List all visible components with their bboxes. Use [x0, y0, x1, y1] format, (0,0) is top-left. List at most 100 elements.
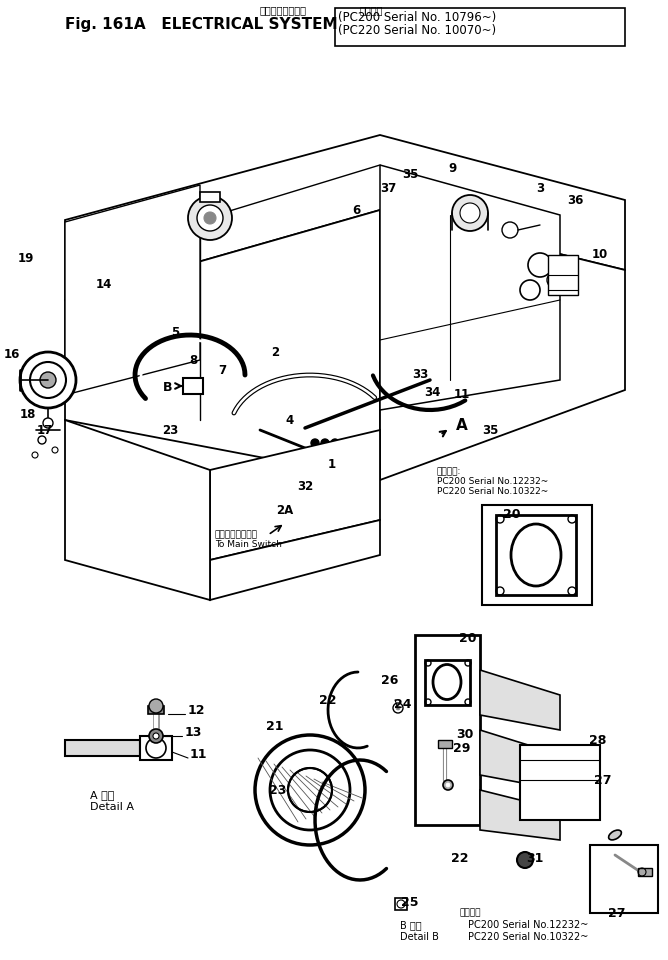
Text: Detail B: Detail B [400, 932, 439, 942]
Polygon shape [380, 165, 560, 410]
Text: 26: 26 [381, 674, 399, 686]
Circle shape [197, 205, 223, 231]
Text: 23: 23 [162, 423, 178, 437]
Ellipse shape [433, 664, 461, 700]
Text: 2A: 2A [277, 503, 294, 516]
Circle shape [149, 699, 163, 713]
Text: 通用番号: 通用番号 [360, 5, 383, 15]
Text: PC200 Serial No.12232~: PC200 Serial No.12232~ [468, 920, 589, 930]
Circle shape [452, 195, 488, 231]
Text: 37: 37 [380, 181, 396, 195]
Circle shape [547, 272, 563, 288]
Text: (PC200 Serial No. 10796~): (PC200 Serial No. 10796~) [338, 11, 496, 24]
Text: 通用番号:: 通用番号: [437, 467, 462, 476]
Text: 27: 27 [595, 774, 612, 786]
Text: 9: 9 [449, 161, 457, 175]
Text: 1: 1 [328, 459, 336, 471]
Circle shape [396, 706, 400, 710]
Text: 33: 33 [412, 369, 428, 381]
Text: 30: 30 [456, 729, 474, 741]
Ellipse shape [511, 524, 561, 586]
Bar [415, 635, 480, 825]
Bar [496, 515, 576, 595]
Text: 20: 20 [460, 632, 477, 644]
Text: 28: 28 [589, 733, 607, 747]
Text: 電気配線システム: 電気配線システム [260, 5, 307, 15]
Text: PC200 Serial No.12232~: PC200 Serial No.12232~ [437, 477, 548, 486]
Ellipse shape [609, 830, 621, 840]
Text: To Main Switch: To Main Switch [215, 540, 282, 549]
Bar [300, 450, 360, 490]
Text: 25: 25 [401, 896, 419, 908]
Circle shape [30, 362, 66, 398]
Bar [438, 740, 452, 748]
Text: (PC220 Serial No. 10070~): (PC220 Serial No. 10070~) [338, 24, 496, 37]
Circle shape [331, 439, 339, 447]
Text: 12: 12 [188, 704, 206, 716]
Text: 22: 22 [452, 852, 469, 865]
Bar [183, 378, 203, 394]
Polygon shape [65, 185, 200, 395]
Text: 10: 10 [592, 249, 608, 261]
Bar [335, 8, 625, 46]
Circle shape [149, 729, 163, 743]
Bar [395, 898, 407, 910]
Circle shape [446, 783, 450, 787]
Text: 27: 27 [609, 907, 626, 920]
Circle shape [460, 203, 480, 223]
Bar [548, 255, 578, 295]
Text: 20: 20 [503, 508, 521, 521]
Text: 19: 19 [18, 252, 34, 265]
Text: 6: 6 [352, 204, 360, 217]
Polygon shape [65, 135, 625, 300]
Circle shape [443, 780, 453, 790]
Text: A: A [456, 418, 468, 433]
Text: 14: 14 [96, 278, 112, 292]
Polygon shape [480, 730, 560, 790]
Text: 11: 11 [190, 748, 208, 760]
Text: メインスイッチヘ: メインスイッチヘ [215, 530, 258, 539]
Circle shape [520, 280, 540, 300]
Text: 5: 5 [171, 326, 179, 340]
Text: B: B [162, 381, 172, 394]
Text: 21: 21 [267, 720, 284, 733]
Text: 11: 11 [454, 389, 470, 401]
Polygon shape [210, 430, 380, 560]
Text: 22: 22 [319, 693, 337, 707]
Polygon shape [210, 520, 380, 600]
Circle shape [528, 253, 552, 277]
Circle shape [153, 733, 159, 739]
Circle shape [43, 418, 53, 428]
Polygon shape [480, 790, 560, 840]
Text: B 詳細: B 詳細 [400, 920, 422, 930]
Bar [638, 868, 652, 876]
Polygon shape [65, 210, 380, 480]
Bar [140, 736, 172, 760]
Circle shape [311, 439, 319, 447]
Text: 8: 8 [189, 353, 197, 367]
Circle shape [517, 852, 533, 868]
Circle shape [288, 768, 332, 812]
Text: Fig. 161A   ELECTRICAL SYSTEM: Fig. 161A ELECTRICAL SYSTEM [65, 17, 337, 32]
Text: 18: 18 [20, 409, 36, 421]
Circle shape [502, 222, 518, 238]
Circle shape [146, 738, 166, 758]
Bar [435, 465, 620, 505]
Circle shape [204, 212, 216, 224]
Text: 13: 13 [185, 726, 202, 738]
Circle shape [40, 372, 56, 388]
Bar [200, 192, 220, 202]
Text: 34: 34 [424, 387, 440, 399]
Bar [148, 706, 164, 714]
Circle shape [393, 703, 403, 713]
Polygon shape [65, 420, 210, 600]
Circle shape [255, 735, 365, 845]
Text: 35: 35 [482, 423, 498, 437]
Text: 7: 7 [218, 364, 226, 376]
Circle shape [20, 352, 76, 408]
Text: 31: 31 [526, 852, 544, 865]
Text: 通用番号: 通用番号 [460, 908, 482, 917]
Text: PC220 Serial No.10322~: PC220 Serial No.10322~ [468, 932, 589, 942]
Text: 3: 3 [536, 181, 544, 195]
Text: PC220 Serial No.10322~: PC220 Serial No.10322~ [437, 487, 548, 496]
